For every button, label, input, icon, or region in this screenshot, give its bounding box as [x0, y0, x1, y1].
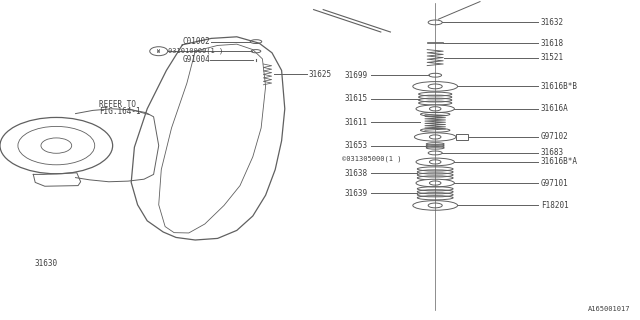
Text: W: W: [157, 49, 160, 54]
Ellipse shape: [415, 133, 456, 141]
Text: 31630: 31630: [35, 260, 58, 268]
Text: 31521: 31521: [541, 53, 564, 62]
Text: G97101: G97101: [541, 179, 568, 188]
Text: 31615: 31615: [345, 94, 368, 103]
Bar: [456, 134, 468, 140]
Text: 31632: 31632: [541, 18, 564, 27]
Ellipse shape: [413, 201, 458, 210]
Ellipse shape: [416, 179, 454, 187]
Ellipse shape: [416, 105, 454, 113]
Text: G97102: G97102: [541, 132, 568, 141]
Text: 31639: 31639: [345, 189, 368, 198]
Text: 31616B*A: 31616B*A: [541, 157, 578, 166]
Text: 31625: 31625: [308, 70, 332, 79]
Text: 31616A: 31616A: [541, 104, 568, 113]
Text: G91004: G91004: [182, 55, 210, 64]
Text: 031010000(1 ): 031010000(1 ): [168, 48, 223, 54]
Text: F18201: F18201: [541, 201, 568, 210]
Text: REFER TO: REFER TO: [99, 100, 136, 109]
Text: 31618: 31618: [541, 39, 564, 48]
Text: A165001017: A165001017: [588, 306, 630, 312]
Text: 31616B*B: 31616B*B: [541, 82, 578, 91]
Text: C01002: C01002: [182, 37, 210, 46]
Text: 31638: 31638: [345, 169, 368, 178]
Text: 31611: 31611: [345, 118, 368, 127]
Text: 31683: 31683: [541, 148, 564, 157]
Text: ©031305000(1 ): ©031305000(1 ): [342, 155, 402, 162]
Text: FIG.164-1: FIG.164-1: [99, 107, 141, 116]
Text: 31653: 31653: [345, 141, 368, 150]
Text: 31699: 31699: [345, 71, 368, 80]
Ellipse shape: [413, 82, 458, 91]
Ellipse shape: [416, 158, 454, 166]
